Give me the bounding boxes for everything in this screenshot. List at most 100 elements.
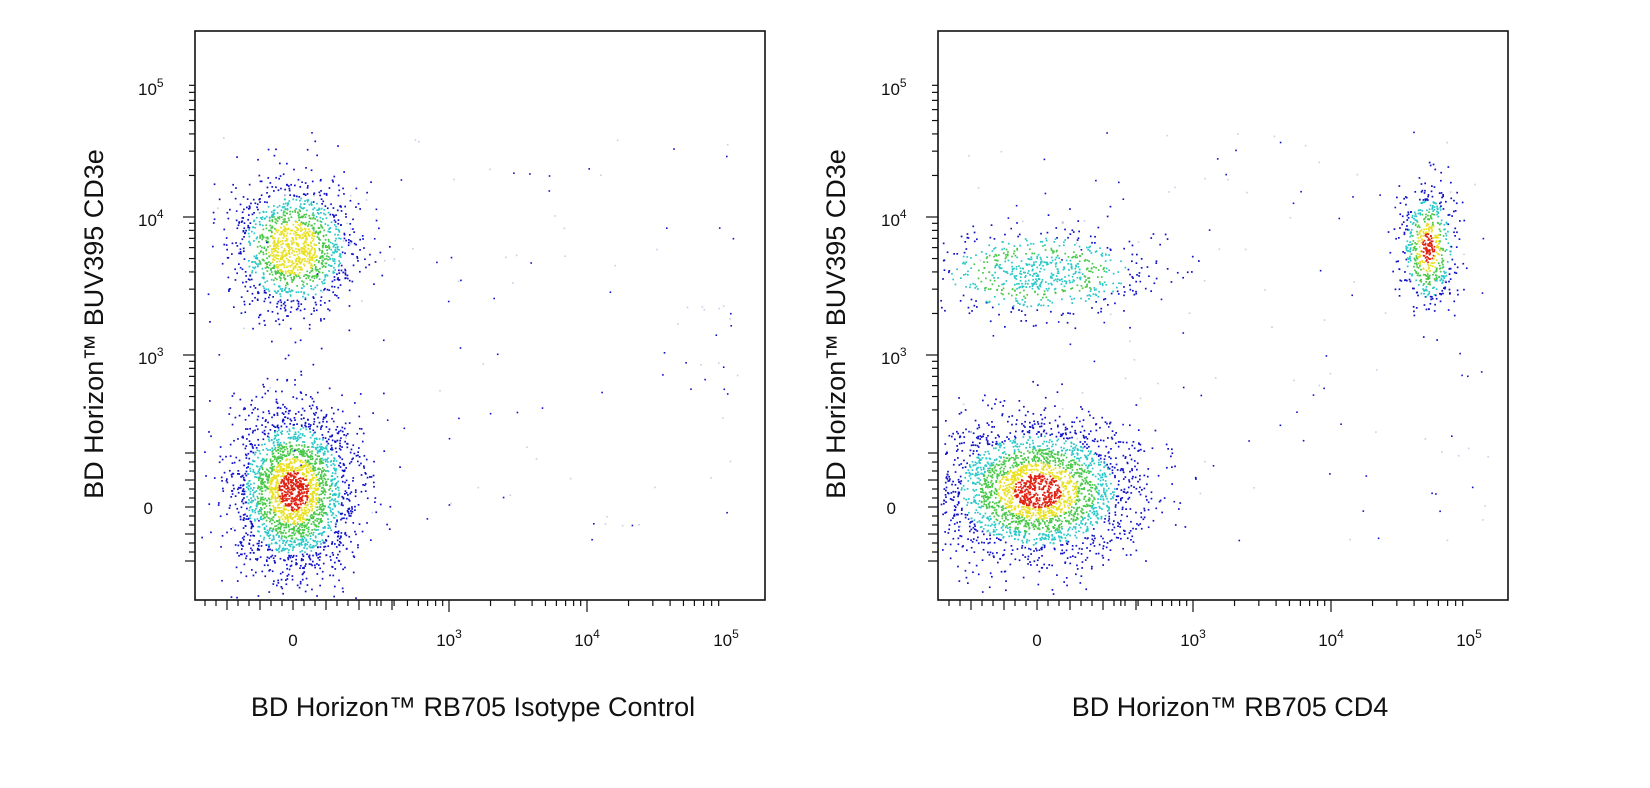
event-dot bbox=[290, 240, 292, 242]
event-dot bbox=[294, 434, 296, 436]
event-dot bbox=[345, 272, 347, 274]
event-dot bbox=[350, 243, 352, 245]
event-dot bbox=[987, 261, 989, 263]
event-dot bbox=[322, 201, 324, 203]
event-dot bbox=[289, 423, 291, 425]
event-dot bbox=[297, 522, 299, 524]
event-dot bbox=[264, 507, 266, 509]
event-dot bbox=[262, 502, 264, 504]
event-dot bbox=[230, 444, 232, 446]
event-dot bbox=[308, 467, 310, 469]
event-dot bbox=[226, 532, 228, 534]
event-dot bbox=[1177, 272, 1179, 274]
event-dot bbox=[278, 429, 280, 431]
event-dot bbox=[334, 286, 336, 288]
event-dot bbox=[293, 233, 295, 235]
event-dot bbox=[284, 491, 286, 493]
event-dot bbox=[271, 502, 273, 504]
event-dot bbox=[248, 229, 250, 231]
event-dot bbox=[305, 394, 307, 396]
event-dot bbox=[317, 529, 319, 531]
event-dot bbox=[292, 513, 294, 515]
event-dot bbox=[1105, 284, 1107, 286]
event-dot bbox=[275, 186, 277, 188]
event-dot bbox=[285, 255, 287, 257]
event-dot bbox=[301, 398, 303, 400]
event-dot bbox=[264, 282, 266, 284]
event-dot bbox=[345, 274, 347, 276]
event-dot bbox=[268, 439, 270, 441]
event-dot bbox=[269, 518, 271, 520]
event-dot bbox=[254, 444, 256, 446]
event-dot bbox=[228, 413, 230, 415]
event-dot bbox=[272, 583, 274, 585]
event-dot bbox=[244, 258, 246, 260]
event-dot bbox=[278, 483, 280, 485]
event-dot bbox=[305, 476, 307, 478]
event-dot bbox=[230, 455, 232, 457]
event-dot bbox=[324, 193, 326, 195]
event-dot bbox=[345, 467, 347, 469]
event-dot bbox=[335, 473, 337, 475]
event-dot bbox=[293, 273, 295, 275]
event-dot bbox=[1036, 309, 1038, 311]
event-dot bbox=[1014, 250, 1016, 252]
event-dot bbox=[1132, 254, 1134, 256]
event-dot bbox=[330, 559, 332, 561]
event-dot bbox=[294, 195, 296, 197]
event-dot bbox=[1048, 305, 1050, 307]
event-dot bbox=[300, 291, 302, 293]
event-dot bbox=[311, 523, 313, 525]
event-dot bbox=[325, 461, 327, 463]
event-dot bbox=[329, 507, 331, 509]
event-dot bbox=[298, 196, 300, 198]
event-dot bbox=[529, 173, 531, 175]
event-dot bbox=[271, 232, 273, 234]
event-dot bbox=[337, 210, 339, 212]
event-dot bbox=[285, 194, 287, 196]
event-dot bbox=[334, 269, 336, 271]
event-dot bbox=[334, 458, 336, 460]
event-dot bbox=[309, 405, 311, 407]
event-dot bbox=[1098, 291, 1100, 293]
event-dot bbox=[1444, 228, 1446, 230]
event-dot bbox=[259, 260, 261, 262]
event-dot bbox=[295, 485, 297, 487]
event-dot bbox=[1110, 259, 1112, 261]
event-dot bbox=[349, 422, 351, 424]
event-dot bbox=[317, 285, 319, 287]
event-dot bbox=[992, 250, 994, 252]
event-dot bbox=[316, 526, 318, 528]
event-dot bbox=[269, 511, 271, 513]
event-dot bbox=[329, 525, 331, 527]
event-dot bbox=[1090, 236, 1092, 238]
event-dot bbox=[271, 250, 273, 252]
event-dot bbox=[1022, 268, 1024, 270]
event-dot bbox=[288, 477, 290, 479]
event-dot bbox=[338, 490, 340, 492]
event-dot bbox=[344, 567, 346, 569]
event-dot bbox=[344, 533, 346, 535]
event-dot bbox=[272, 248, 274, 250]
event-dot bbox=[1064, 253, 1066, 255]
event-dot bbox=[293, 541, 295, 543]
event-dot bbox=[323, 418, 325, 420]
event-dot bbox=[338, 272, 340, 274]
event-dot bbox=[352, 253, 354, 255]
event-dot bbox=[286, 163, 288, 165]
event-dot bbox=[273, 537, 275, 539]
event-dot bbox=[300, 583, 302, 585]
event-dot bbox=[327, 545, 329, 547]
event-dot bbox=[238, 224, 240, 226]
event-dot bbox=[294, 489, 296, 491]
event-dot bbox=[1101, 255, 1103, 257]
event-dot bbox=[282, 319, 284, 321]
event-dot bbox=[1020, 270, 1022, 272]
event-dot bbox=[245, 428, 247, 430]
event-dot bbox=[351, 461, 353, 463]
event-dot bbox=[270, 519, 272, 521]
event-dot bbox=[297, 261, 299, 263]
event-dot bbox=[291, 281, 293, 283]
event-dot bbox=[259, 201, 261, 203]
event-dot bbox=[349, 290, 351, 292]
